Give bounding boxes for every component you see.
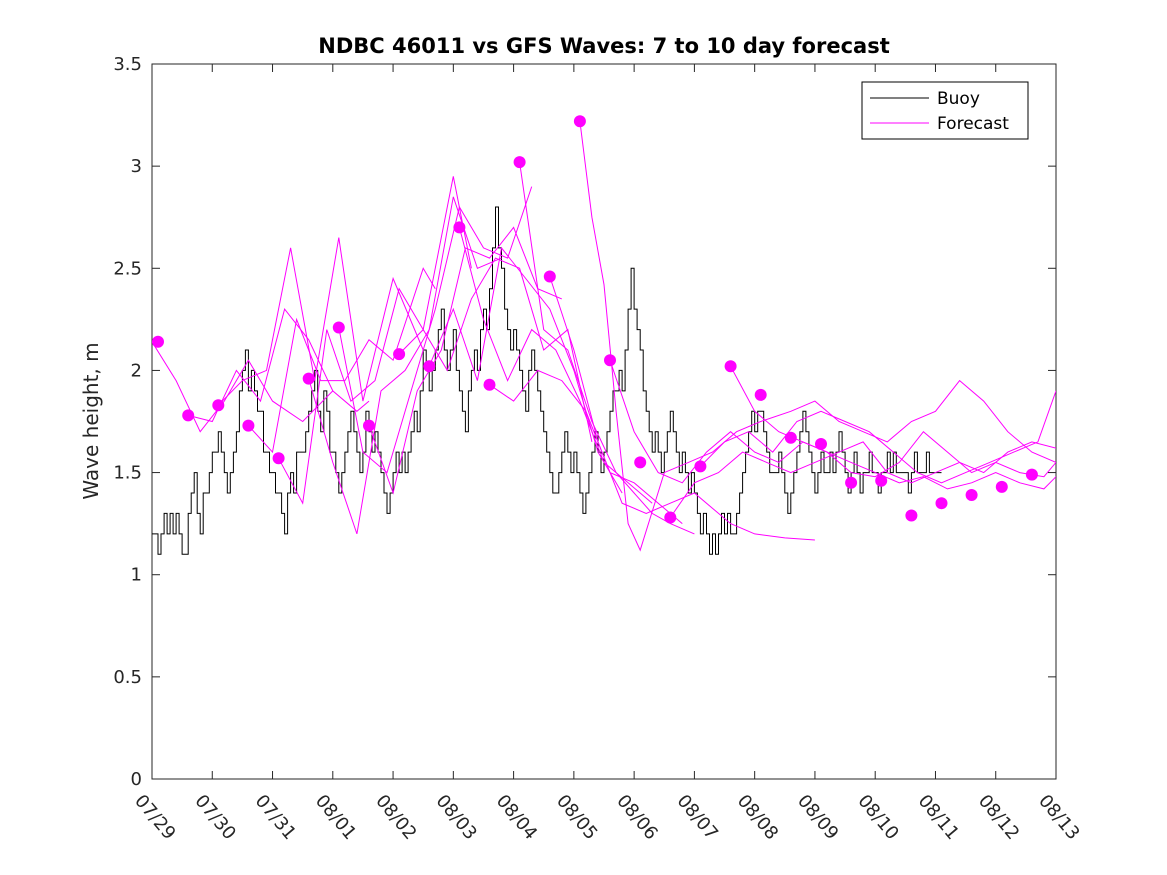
- forecast-marker: [182, 409, 195, 422]
- forecast-marker: [875, 474, 888, 487]
- forecast-marker: [664, 511, 677, 524]
- forecast-marker: [694, 460, 707, 473]
- y-axis-ticks: 0 0.5 1 1.5 2 2.5 3 3.5: [113, 54, 1056, 790]
- y-tick-label: 3.5: [113, 54, 142, 75]
- forecast-series-line: [609, 360, 1056, 484]
- forecast-series-line: [308, 196, 502, 535]
- forecast-marker: [513, 156, 526, 169]
- forecast-marker: [393, 348, 406, 361]
- y-tick-label: 0: [131, 769, 142, 790]
- forecast-series-line: [669, 441, 1056, 518]
- forecast-marker: [935, 497, 948, 510]
- forecast-marker: [905, 509, 918, 522]
- forecast-marker: [815, 438, 827, 450]
- forecast-marker: [332, 321, 345, 334]
- forecast-series-line: [428, 246, 623, 494]
- forecast-marker: [995, 480, 1008, 493]
- forecast-series-line: [458, 227, 653, 504]
- forecast-series-line: [489, 369, 683, 524]
- forecast-marker: [423, 360, 436, 373]
- axes-box: [151, 63, 1057, 780]
- legend-label-buoy: Buoy: [937, 89, 980, 109]
- y-tick-label: 1.5: [113, 463, 142, 484]
- forecast-series-line: [700, 390, 1056, 484]
- forecast-marker: [634, 456, 647, 469]
- forecast-series-line: [549, 276, 815, 541]
- forecast-marker: [363, 419, 375, 432]
- y-tick-label: 1: [131, 565, 142, 586]
- y-axis-label: Wave height, m: [79, 342, 103, 499]
- forecast-marker: [724, 360, 737, 373]
- forecast-marker: [242, 419, 255, 432]
- forecast-series-line: [152, 341, 334, 433]
- y-tick-label: 2.5: [113, 258, 142, 279]
- forecast-marker: [965, 489, 978, 501]
- y-tick-label: 2: [131, 360, 142, 381]
- forecast-series-line: [519, 162, 695, 535]
- forecast-series-line: [368, 226, 562, 495]
- buoy-series-line: [152, 206, 942, 555]
- forecast-series-line: [278, 176, 472, 505]
- y-tick-label: 0.5: [113, 667, 142, 688]
- forecast-marker: [573, 115, 586, 128]
- y-tick-label: 3: [131, 156, 142, 177]
- forecast-marker: [784, 431, 797, 444]
- forecast-marker: [453, 221, 466, 234]
- forecast-marker: [152, 335, 164, 348]
- forecast-series-line: [217, 237, 424, 406]
- forecast-series-line: [338, 186, 533, 474]
- forecast-marker: [845, 476, 858, 489]
- forecast-series-line: [579, 121, 1056, 552]
- legend-box: [861, 81, 1029, 140]
- forecast-marker: [543, 270, 556, 283]
- forecast-series-line: [248, 267, 436, 454]
- forecast-series-line: [398, 257, 593, 443]
- legend: Buoy Forecast: [861, 81, 1029, 140]
- forecast-marker: [1025, 468, 1038, 481]
- chart-title: NDBC 46011 vs GFS Waves: 7 to 10 day for…: [318, 34, 889, 58]
- forecast-marker: [604, 354, 616, 367]
- plot-area: [151, 63, 1057, 780]
- forecast-marker: [483, 378, 496, 391]
- legend-label-forecast: Forecast: [937, 114, 1009, 134]
- forecast-marker: [302, 372, 315, 385]
- forecast-marker: [754, 388, 767, 401]
- forecast-marker: [212, 399, 225, 412]
- forecast-marker: [272, 452, 285, 465]
